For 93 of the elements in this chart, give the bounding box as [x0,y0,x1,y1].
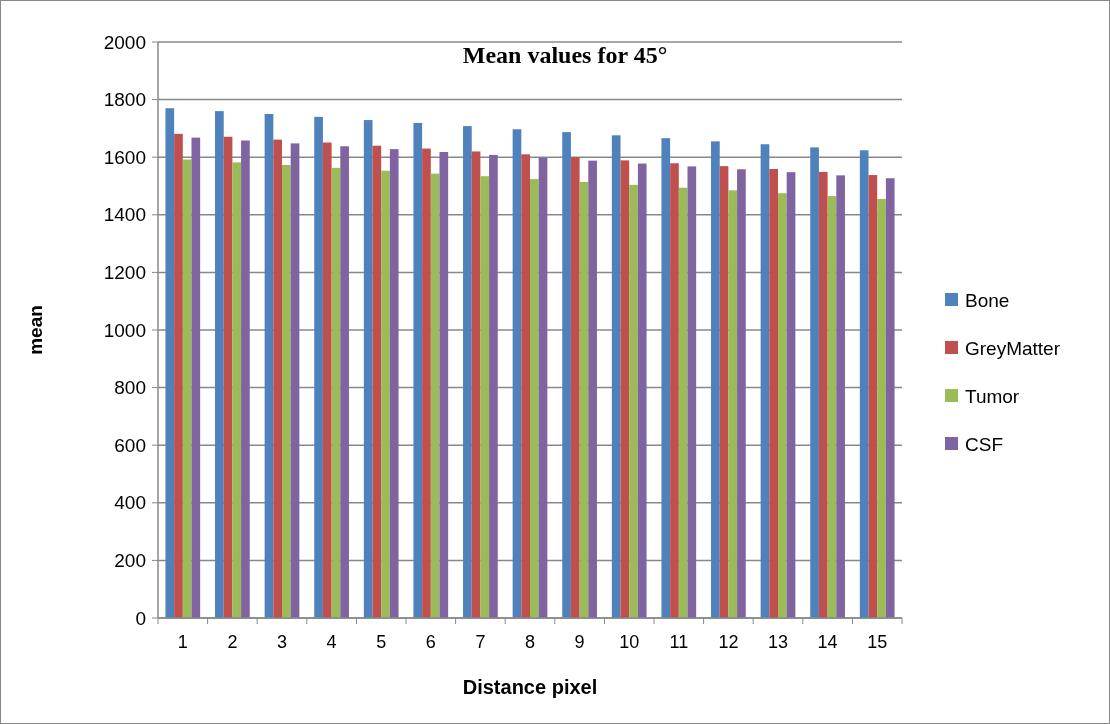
bar [719,166,729,618]
y-tick-label: 1600 [103,146,146,168]
bar [661,138,671,618]
bar [670,163,679,618]
bar [389,149,399,618]
y-tick-label: 600 [114,434,146,456]
y-tick-label: 1200 [103,262,146,284]
bar [489,154,498,618]
bar [579,181,589,618]
x-tick-label: 1 [177,632,188,652]
y-tick-label: 2000 [103,31,146,53]
bar [786,172,796,618]
bar [538,157,548,618]
bar [191,137,201,618]
bar [463,126,472,618]
bar [611,135,621,618]
bar [413,122,423,618]
y-tick-label: 1400 [103,204,146,226]
legend-label: Tumor [965,385,1020,407]
bar [471,151,481,618]
bar [381,170,390,618]
bar [562,132,571,618]
bar [215,111,224,618]
bar [521,154,530,618]
bar [530,179,539,618]
x-tick-label: 2 [227,632,238,652]
bar [687,166,697,618]
bar [282,164,291,618]
bar [331,167,341,618]
bar [223,136,233,618]
x-tick-label: 13 [767,632,789,652]
x-tick-label: 11 [669,632,689,652]
y-tick-label: 0 [135,607,146,629]
x-tick-label: 3 [276,632,288,652]
bar [322,142,332,618]
x-tick-label: 9 [574,632,585,652]
bar [678,187,688,618]
bar [877,198,886,618]
x-tick-label: 4 [326,632,337,652]
x-tick-label: 8 [524,632,536,652]
bar [290,143,300,618]
bar [836,175,845,618]
bar [885,178,895,618]
bar [273,139,282,618]
y-tick-label: 800 [114,377,146,399]
x-tick-label: 12 [718,632,739,652]
bar [480,176,490,618]
bar [430,173,440,618]
bar [760,144,770,618]
bar [314,116,323,618]
y-tick-label: 400 [114,492,146,514]
y-tick-label: 1800 [103,89,146,111]
x-tick-label: 14 [817,632,838,652]
bar [372,145,382,618]
bar [737,169,746,618]
bar [637,163,647,618]
bar [778,193,787,618]
bar [728,190,738,618]
legend-label: CSF [965,433,1003,455]
bar [241,140,250,618]
bar [174,133,183,618]
bar [588,160,597,618]
x-tick-label: 15 [867,632,888,652]
bar [264,114,274,618]
bar [182,159,192,618]
bar [868,175,878,618]
x-tick-label: 6 [425,632,436,652]
bar [769,169,778,618]
x-tick-label: 5 [376,632,387,652]
y-axis-title: mean [25,305,46,355]
y-tick-label: 1000 [103,319,146,341]
x-axis-title: Distance pixel [462,676,598,698]
y-tick-label: 200 [114,550,146,572]
bar [439,152,449,618]
bar [859,150,869,618]
chart-title: Mean values for 45° [462,42,668,68]
bar [827,196,837,618]
legend-label: Bone [965,289,1010,311]
legend-label: GreyMatter [965,337,1061,359]
x-tick-label: 10 [619,632,640,652]
bar [629,184,638,618]
bar [620,160,630,618]
bar [232,162,242,618]
bar [422,148,431,618]
bar [570,157,580,618]
bar [340,146,349,618]
bar [711,141,720,618]
bar [363,120,373,618]
bar [512,129,522,618]
bar [810,147,819,618]
bar [818,171,828,618]
bar [165,108,175,618]
x-tick-label: 7 [475,632,486,652]
